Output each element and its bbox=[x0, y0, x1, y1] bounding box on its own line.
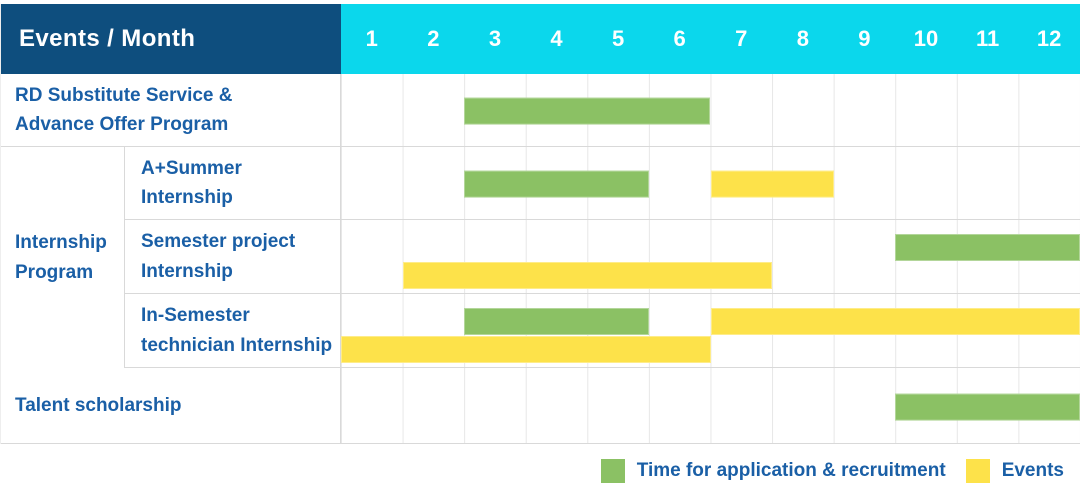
group-rows: A+Summer Internship Semester project Int… bbox=[125, 147, 1080, 368]
month-label: 2 bbox=[427, 26, 440, 51]
row-chart bbox=[341, 220, 1080, 293]
months-header: 1 2 3 4 5 6 7 8 9 10 11 12 bbox=[341, 4, 1080, 74]
row-label: A+Summer Internship bbox=[125, 147, 341, 219]
row-a-plus-summer-internship: A+Summer Internship bbox=[125, 147, 1080, 220]
month-label: 1 bbox=[365, 26, 378, 51]
application-swatch-icon bbox=[600, 459, 625, 483]
event-bar bbox=[710, 308, 1080, 335]
row-chart bbox=[341, 147, 1080, 219]
month-label: 11 bbox=[975, 26, 1000, 51]
event-bar bbox=[710, 170, 834, 198]
group-label: Internship Program bbox=[1, 147, 125, 368]
row-chart bbox=[341, 294, 1080, 367]
legend-application-label: Time for application & recruitment bbox=[636, 460, 946, 481]
row-talent-scholarship: Talent scholarship bbox=[1, 368, 1080, 444]
application-bar bbox=[464, 97, 711, 125]
month-label: 5 bbox=[611, 26, 625, 51]
row-label: Semester project Internship bbox=[125, 220, 341, 293]
internship-program-group: Internship Program A+Summer Internship S… bbox=[1, 147, 1080, 368]
row-chart bbox=[341, 74, 1080, 146]
table-header: Events / Month 1 2 3 4 5 6 7 8 9 10 11 12 bbox=[1, 4, 1080, 74]
application-bar bbox=[464, 170, 649, 198]
month-label: 6 bbox=[673, 26, 686, 51]
application-bar bbox=[464, 308, 649, 335]
legend-item-events: Events bbox=[965, 459, 1064, 483]
legend-events-label: Events bbox=[1001, 460, 1064, 481]
month-label: 8 bbox=[796, 26, 809, 51]
row-semester-project-internship: Semester project Internship bbox=[125, 220, 1080, 294]
event-bar bbox=[402, 262, 773, 289]
month-label: 12 bbox=[1036, 26, 1062, 51]
month-label: 9 bbox=[858, 26, 871, 51]
event-bar bbox=[341, 336, 711, 363]
month-label: 4 bbox=[550, 26, 563, 51]
legend-item-application: Time for application & recruitment bbox=[600, 459, 946, 483]
gantt-table: Events / Month 1 2 3 4 5 6 7 8 9 10 11 12 RD Substi… bbox=[0, 4, 1080, 444]
events-swatch-icon bbox=[965, 459, 990, 483]
application-bar bbox=[895, 393, 1080, 421]
row-rd-substitute-service: RD Substitute Service & Advance Offer Pr… bbox=[1, 74, 1080, 147]
row-chart bbox=[341, 368, 1080, 443]
month-label: 10 bbox=[913, 26, 939, 51]
application-bar bbox=[895, 234, 1080, 261]
legend: Time for application & recruitment Event… bbox=[0, 459, 1080, 483]
month-label: 7 bbox=[735, 26, 748, 51]
table-title: Events / Month bbox=[1, 4, 341, 74]
row-label: RD Substitute Service & Advance Offer Pr… bbox=[1, 74, 341, 146]
month-label: 3 bbox=[488, 26, 502, 51]
row-in-semester-technician-internship: In-Semester technician Internship bbox=[125, 294, 1080, 368]
row-label: Talent scholarship bbox=[1, 368, 341, 443]
row-label: In-Semester technician Internship bbox=[125, 294, 341, 367]
